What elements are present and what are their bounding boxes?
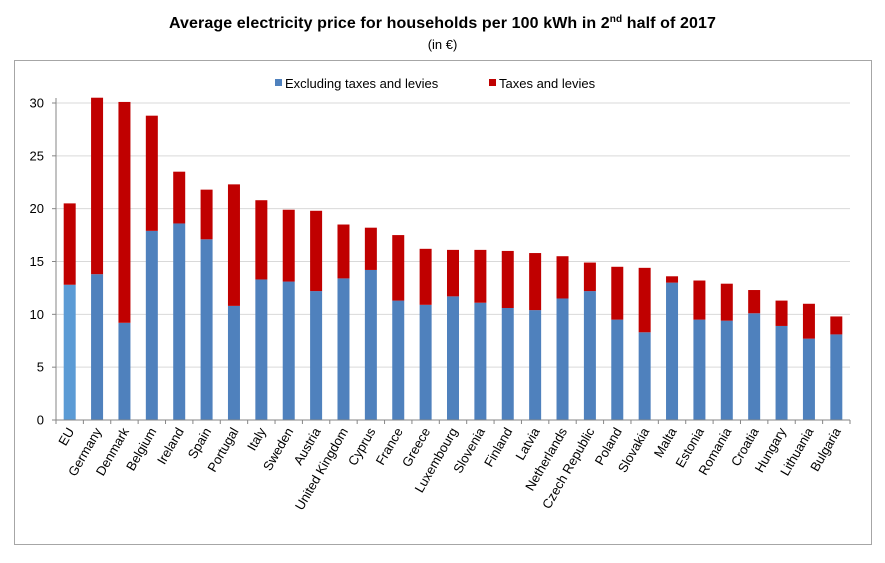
bar-taxes-sweden	[282, 209, 295, 282]
chart-title: Average electricity price for households…	[168, 14, 716, 32]
y-tick-labels: 0 5 10 15 20 25 30	[30, 96, 44, 428]
x-tick-label: Ireland	[154, 425, 187, 467]
bar-excluding-taxes-italy	[255, 279, 268, 420]
bar-excluding-taxes-austria	[310, 291, 323, 420]
bar-excluding-taxes-ireland	[173, 223, 186, 420]
y-tick-label: 5	[37, 360, 44, 375]
bar-excluding-taxes-finland	[501, 307, 514, 420]
bar-excluding-taxes-germany	[91, 274, 104, 420]
bar-taxes-hungary	[775, 300, 788, 326]
chart-frame	[14, 60, 872, 545]
bar-taxes-luxembourg	[447, 249, 459, 297]
bar-excluding-taxes-united-kingdom	[337, 278, 350, 420]
gridlines	[56, 102, 850, 368]
bar-taxes-greece	[419, 248, 432, 305]
bar-taxes-netherlands	[556, 256, 569, 299]
bar-taxes-belgium	[145, 115, 158, 231]
bar-taxes-germany	[91, 97, 104, 275]
legend-label: Excluding taxes and levies	[285, 76, 439, 91]
bar-taxes-cyprus	[364, 227, 377, 270]
y-tick-label: 30	[30, 96, 44, 111]
bar-excluding-taxes-portugal	[227, 305, 240, 420]
bar-taxes-ireland	[173, 171, 186, 224]
bar-taxes-austria	[310, 210, 323, 292]
legend: Excluding taxes and levies Taxes and levi…	[275, 76, 596, 91]
bar-taxes-malta	[666, 276, 679, 283]
y-tick-label: 20	[30, 201, 44, 216]
bar-taxes-poland	[611, 266, 624, 320]
bar-excluding-taxes-denmark	[118, 322, 131, 420]
bar-excluding-taxes-sweden	[282, 281, 295, 420]
chart-subtitle: (in €)	[427, 37, 458, 52]
bar-taxes-france	[392, 235, 405, 301]
bar-taxes-czech-republic	[583, 262, 596, 292]
bar-taxes-romania	[720, 283, 733, 321]
bar-excluding-taxes-croatia	[748, 313, 761, 420]
bar-taxes-finland	[501, 250, 514, 308]
bar-excluding-taxes-hungary	[775, 325, 788, 420]
bar-excluding-taxes-slovakia	[638, 332, 651, 420]
bar-excluding-taxes-cyprus	[364, 269, 377, 420]
y-tick-label: 25	[30, 148, 44, 163]
bar-excluding-taxes-spain	[200, 239, 213, 420]
bar-excluding-taxes-latvia	[529, 310, 542, 420]
bar-taxes-portugal	[227, 184, 240, 306]
bars	[63, 97, 843, 420]
bar-excluding-taxes-romania	[720, 320, 733, 420]
bar-excluding-taxes-belgium	[145, 230, 158, 420]
bar-excluding-taxes-netherlands	[556, 298, 569, 420]
bar-excluding-taxes-greece	[419, 304, 432, 420]
legend-label: Taxes and levies	[499, 76, 596, 91]
bar-taxes-bulgaria	[830, 316, 843, 335]
x-tick-label: EU	[55, 425, 77, 448]
bar-taxes-croatia	[748, 290, 761, 314]
bar-taxes-spain	[200, 189, 213, 240]
x-tick-labels: EUGermanyDenmarkBelgiumIrelandSpainPortu…	[55, 424, 844, 512]
legend-swatch	[275, 79, 282, 86]
bar-taxes-slovakia	[638, 267, 651, 333]
axes	[52, 98, 851, 424]
bar-taxes-latvia	[529, 253, 542, 311]
bar-excluding-taxes-france	[392, 300, 405, 420]
bar-excluding-taxes-estonia	[693, 319, 706, 420]
bar-excluding-taxes-bulgaria	[830, 334, 843, 420]
y-tick-label: 0	[37, 413, 44, 428]
y-tick-label: 10	[30, 307, 44, 322]
x-tick-label: United Kingdom	[292, 425, 351, 513]
y-tick-label: 15	[30, 254, 44, 269]
bar-taxes-denmark	[118, 101, 131, 323]
bar-taxes-united-kingdom	[337, 224, 350, 279]
bar-taxes-italy	[255, 200, 268, 280]
legend-swatch	[489, 79, 496, 86]
bar-excluding-taxes-lithuania	[802, 338, 815, 420]
bar-taxes-lithuania	[802, 303, 815, 339]
x-tick-label: Malta	[651, 424, 680, 460]
bar-excluding-taxes-eu	[63, 284, 76, 420]
bar-taxes-estonia	[693, 280, 706, 320]
bar-excluding-taxes-poland	[611, 319, 624, 420]
bar-excluding-taxes-czech-republic	[583, 291, 596, 420]
bar-excluding-taxes-luxembourg	[447, 296, 459, 420]
bar-excluding-taxes-slovenia	[474, 302, 487, 420]
bar-taxes-slovenia	[474, 249, 487, 303]
bar-excluding-taxes-malta	[666, 282, 679, 420]
bar-taxes-eu	[63, 203, 76, 285]
x-tick-label: Italy	[244, 425, 269, 454]
